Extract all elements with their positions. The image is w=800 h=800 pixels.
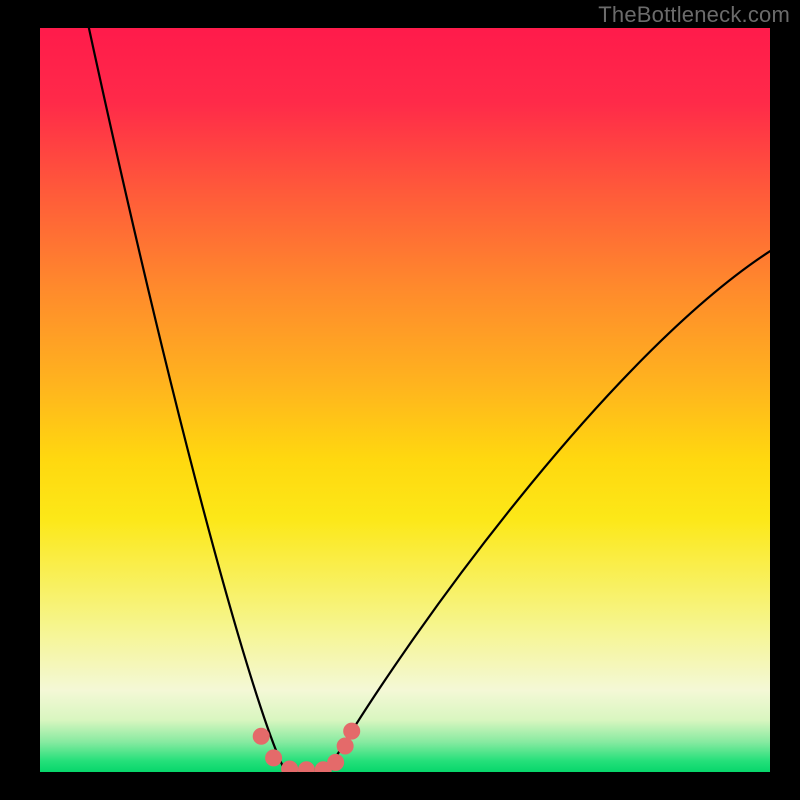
plot-area [40, 28, 770, 772]
chart-svg [0, 0, 800, 800]
chart-stage: TheBottleneck.com [0, 0, 800, 800]
marker-dot [337, 738, 353, 754]
watermark: TheBottleneck.com [598, 2, 790, 28]
marker-dot [253, 728, 269, 744]
marker-dot [328, 754, 344, 770]
marker-dot [344, 723, 360, 739]
marker-dot [266, 750, 282, 766]
